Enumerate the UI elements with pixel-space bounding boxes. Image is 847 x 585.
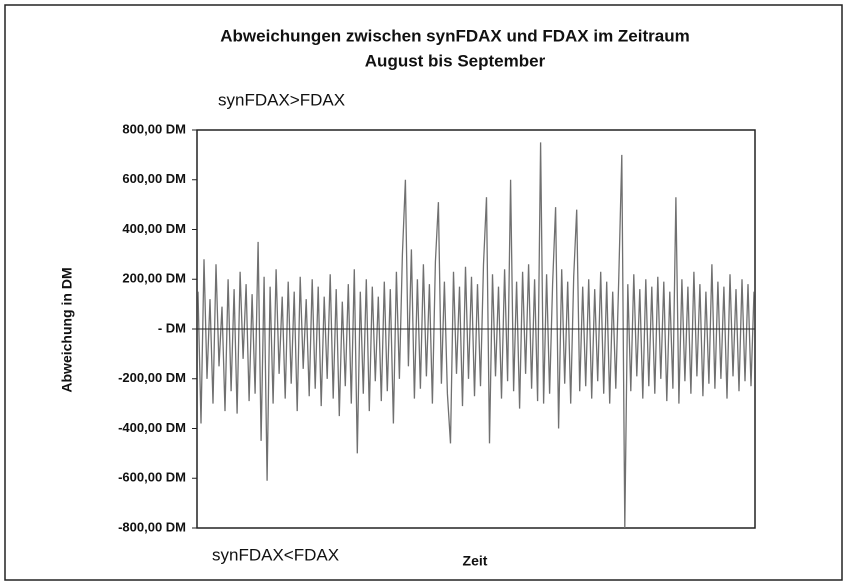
series-line xyxy=(197,142,755,529)
annotation: synFDAX<FDAX xyxy=(212,545,339,564)
y-tick-label: -600,00 DM xyxy=(118,470,186,485)
x-axis-label: Zeit xyxy=(463,553,488,569)
y-tick-label: - DM xyxy=(158,320,186,335)
y-tick-label: -800,00 DM xyxy=(118,519,186,534)
y-tick-label: -200,00 DM xyxy=(118,370,186,385)
y-tick-label: 600,00 DM xyxy=(122,171,186,186)
chart-title: Abweichungen zwischen synFDAX und FDAX i… xyxy=(220,26,689,45)
y-axis-label: Abweichung in DM xyxy=(59,267,75,392)
chart-title: August bis September xyxy=(365,51,546,70)
y-tick-label: 800,00 DM xyxy=(122,121,186,136)
frame xyxy=(4,4,843,581)
annotation: synFDAX>FDAX xyxy=(218,90,345,109)
y-tick-label: 200,00 DM xyxy=(122,271,186,286)
y-tick-label: 400,00 DM xyxy=(122,221,186,236)
y-tick-label: -400,00 DM xyxy=(118,420,186,435)
